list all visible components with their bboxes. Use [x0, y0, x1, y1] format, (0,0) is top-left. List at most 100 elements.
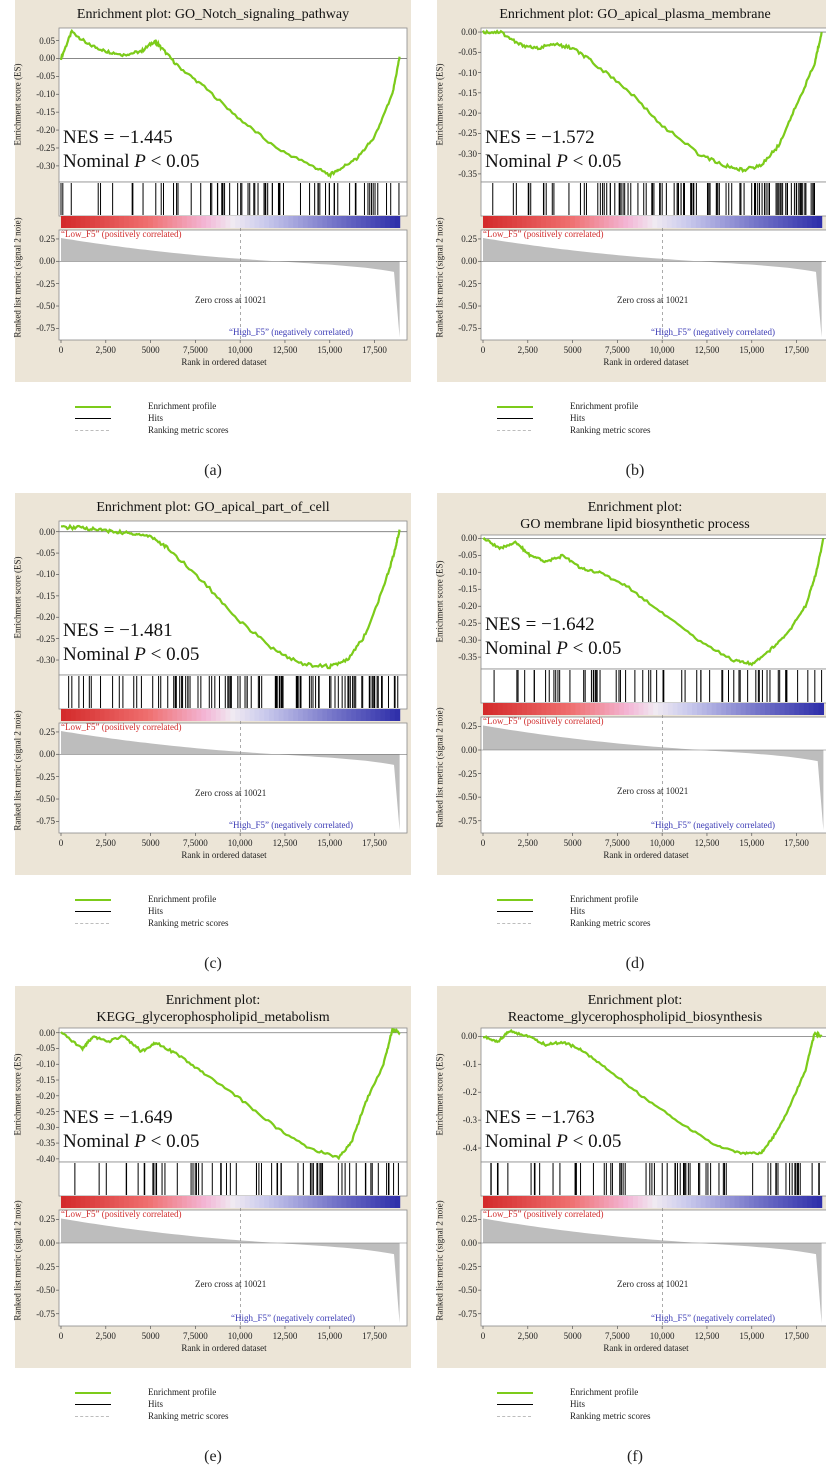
colorbar-segment — [585, 703, 590, 715]
colorbar-segment — [551, 703, 556, 715]
colorbar-segment — [332, 1196, 337, 1208]
x-tick-label: 17,500 — [362, 838, 387, 848]
colorbar-segment — [129, 1196, 134, 1208]
colorbar-segment — [502, 216, 507, 228]
colorbar-segment — [114, 216, 119, 228]
legend-item: Enrichment profile — [55, 893, 355, 905]
rank-y-tick-label: -0.75 — [21, 816, 55, 826]
pvalue-text: Nominal P < 0.05 — [63, 643, 199, 667]
colorbar-segment — [317, 216, 322, 228]
colorbar-segment — [730, 1196, 735, 1208]
legend-label: Hits — [148, 1398, 163, 1410]
es-y-tick-label: -0.15 — [21, 107, 55, 117]
colorbar-segment — [686, 216, 691, 228]
x-tick-label: 15,000 — [739, 1331, 764, 1341]
x-axis-label: Rank in ordered dataset — [481, 850, 811, 860]
chart-panel-a: Enrichment plot: GO_Notch_signaling_path… — [15, 0, 411, 490]
rank-y-tick-label: 0.25 — [21, 727, 55, 737]
legend-item: Hits — [55, 1398, 355, 1410]
x-tick-label: 2,500 — [96, 1331, 116, 1341]
colorbar-segment — [730, 216, 735, 228]
chart-panel-b: Enrichment plot: GO_apical_plasma_membra… — [437, 0, 826, 490]
colorbar-segment — [187, 1196, 192, 1208]
pvalue-label: Nominal — [63, 644, 134, 665]
colorbar-segment — [697, 703, 702, 715]
colorbar-segment — [749, 1196, 754, 1208]
colorbar-segment — [114, 1196, 119, 1208]
colorbar-segment — [395, 709, 400, 721]
colorbar-segment — [264, 1196, 269, 1208]
es-y-tick-label: -0.10 — [21, 1059, 55, 1069]
colorbar-segment — [531, 1196, 536, 1208]
colorbar-segment — [85, 216, 90, 228]
x-tick-label: 10,000 — [228, 838, 253, 848]
colorbar-segment — [61, 709, 66, 721]
colorbar-segment — [696, 1196, 701, 1208]
colorbar-segment — [167, 216, 172, 228]
legend-item: Enrichment profile — [477, 400, 777, 412]
colorbar-segment — [809, 703, 814, 715]
legend-item: Hits — [477, 1398, 777, 1410]
colorbar-segment — [264, 216, 269, 228]
zero-cross-label: Zero cross at 10021 — [617, 1279, 688, 1289]
colorbar-segment — [599, 1196, 604, 1208]
colorbar-segment — [148, 1196, 153, 1208]
colorbar-segment — [814, 703, 819, 715]
colorbar-segment — [493, 703, 498, 715]
colorbar-segment — [308, 1196, 313, 1208]
colorbar-segment — [710, 1196, 715, 1208]
colorbar-segment — [167, 709, 172, 721]
pvalue-label: Nominal — [63, 151, 134, 172]
colorbar-segment — [681, 216, 686, 228]
colorbar-segment — [643, 216, 648, 228]
colorbar-segment — [337, 216, 342, 228]
rank-y-tick-label: -0.25 — [21, 772, 55, 782]
colorbar-segment — [483, 703, 488, 715]
colorbar-segment — [726, 703, 731, 715]
pvalue-threshold: < 0.05 — [146, 151, 199, 172]
colorbar-segment — [100, 709, 105, 721]
colorbar-segment — [71, 1196, 76, 1208]
colorbar-segment — [342, 1196, 347, 1208]
colorbar-segment — [172, 1196, 177, 1208]
colorbar-segment — [80, 1196, 85, 1208]
colorbar-segment — [775, 703, 780, 715]
colorbar-segment — [634, 703, 639, 715]
positive-correlation-label: “Low_F5” (positively correlated) — [61, 229, 181, 239]
colorbar-segment — [332, 709, 337, 721]
colorbar-segment — [802, 216, 807, 228]
colorbar-segment — [744, 1196, 749, 1208]
colorbar-segment — [643, 1196, 648, 1208]
colorbar-segment — [618, 216, 623, 228]
negative-correlation-label: “High_F5” (negatively correlated) — [651, 327, 775, 337]
colorbar-segment — [648, 703, 653, 715]
colorbar-segment — [595, 703, 600, 715]
colorbar-segment — [298, 216, 303, 228]
pvalue-text: Nominal P < 0.05 — [63, 150, 199, 174]
colorbar-segment — [66, 1196, 71, 1208]
rank-y-tick-label: 0.00 — [443, 1238, 477, 1248]
colorbar-segment — [196, 1196, 201, 1208]
rank-y-tick-label: -0.75 — [443, 323, 477, 333]
nes-value: NES = −1.445 — [63, 126, 199, 150]
panel-letter: (c) — [15, 955, 411, 973]
panel-letter: (f) — [437, 1448, 826, 1466]
colorbar-segment — [269, 1196, 274, 1208]
legend-label: Hits — [570, 905, 585, 917]
legend-item: Hits — [55, 905, 355, 917]
es-y-tick-label: 0.00 — [443, 533, 477, 543]
colorbar-segment — [502, 703, 507, 715]
colorbar-segment — [95, 709, 100, 721]
colorbar-segment — [356, 1196, 361, 1208]
colorbar-segment — [361, 1196, 366, 1208]
colorbar-segment — [80, 709, 85, 721]
x-axis-label: Rank in ordered dataset — [481, 1343, 811, 1353]
colorbar-segment — [129, 216, 134, 228]
colorbar-segment — [380, 709, 385, 721]
nes-value: NES = −1.481 — [63, 619, 199, 643]
colorbar-segment — [507, 216, 512, 228]
colorbar-segment — [681, 1196, 686, 1208]
colorbar-segment — [797, 1196, 802, 1208]
colorbar-segment — [483, 1196, 488, 1208]
es-y-axis-label: Enrichment score (ES) — [13, 40, 24, 170]
